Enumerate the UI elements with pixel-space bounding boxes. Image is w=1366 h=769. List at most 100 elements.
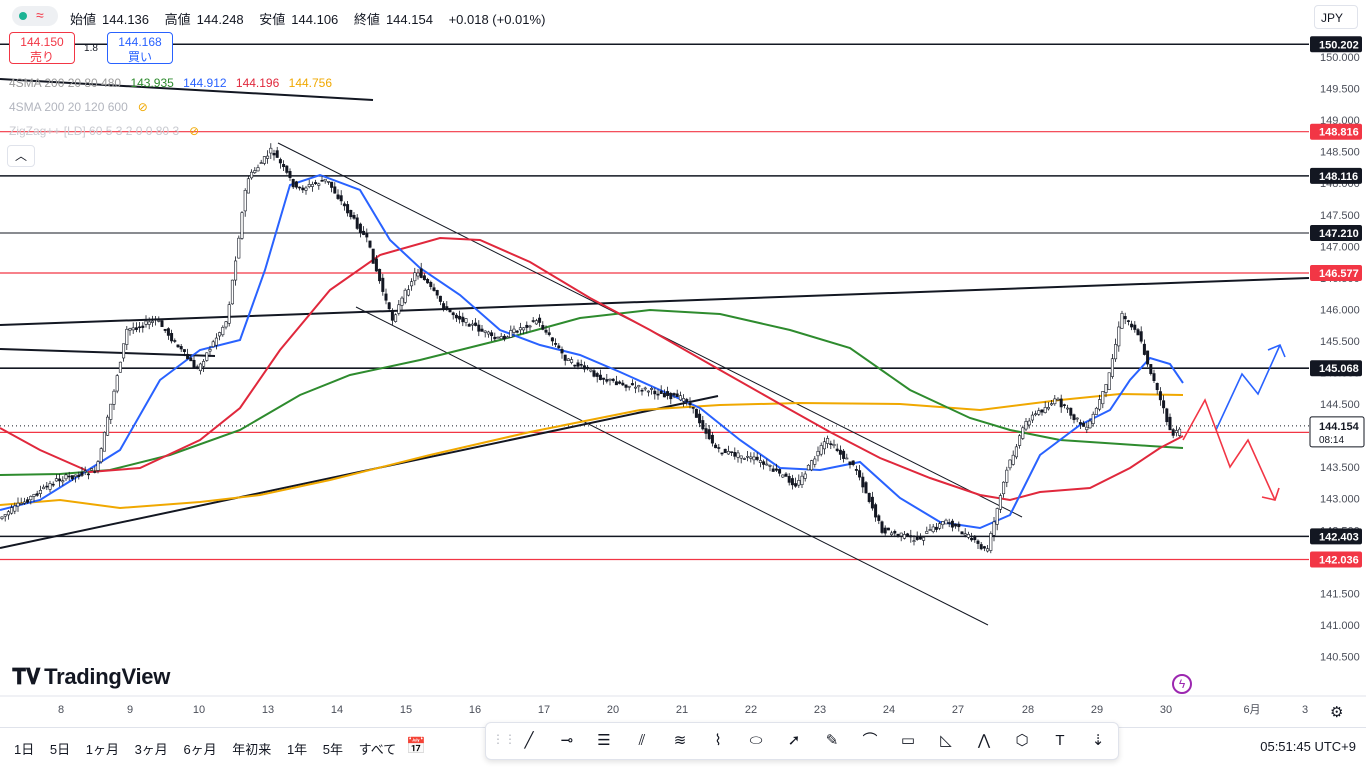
candle-body [694, 408, 698, 418]
triangle-icon[interactable]: ◺ [940, 732, 952, 749]
curve-icon[interactable]: ⌒ [862, 732, 878, 749]
candle-body [992, 521, 996, 536]
candle-body [13, 505, 17, 512]
open-value: 144.136 [102, 12, 150, 27]
range-5d[interactable]: 5日 [49, 742, 71, 757]
range-all[interactable]: すべて [358, 742, 397, 757]
range-ytd[interactable]: 年初来 [232, 742, 272, 757]
candle-body [205, 352, 209, 361]
candle-body [854, 469, 858, 471]
candle-body [1133, 324, 1137, 330]
candle-body [794, 483, 798, 487]
candle-body [797, 480, 801, 486]
range-3m[interactable]: 3ヶ月 [134, 742, 168, 757]
pitchfork-icon[interactable]: ⫽ [638, 732, 646, 749]
candle-body [330, 181, 334, 188]
candle-body [310, 184, 314, 187]
indicator-legend-sma-2[interactable]: 4SMA 200 20 120 600 ⊘ [9, 100, 148, 114]
parallel-channel-icon[interactable]: ☰ [597, 732, 611, 749]
candle-body [570, 359, 574, 363]
candle-body [739, 455, 743, 459]
ellipse-icon[interactable]: ⬭ [749, 732, 763, 749]
range-6m[interactable]: 6ヶ月 [183, 742, 217, 757]
candle-body [646, 390, 650, 393]
horizontal-ray-icon[interactable]: ⊸ [560, 732, 574, 749]
level-label-bg [1310, 167, 1362, 184]
chevron-up-icon: ︿ [14, 149, 27, 163]
time-tick: 20 [607, 704, 619, 716]
range-1d[interactable]: 1日 [14, 742, 35, 757]
lightning-icon[interactable]: ϟ [1172, 674, 1192, 694]
gear-icon[interactable]: ⚙ [1330, 704, 1344, 721]
pattern-icon[interactable]: ⬡ [1015, 732, 1029, 749]
vertical-line-icon[interactable]: ⇣ [1091, 732, 1105, 749]
candle-body [490, 332, 494, 337]
candle-body [598, 374, 602, 380]
time-tick: 30 [1160, 704, 1172, 716]
price-chart[interactable]: 150.000149.500149.000148.500148.000147.5… [0, 0, 1366, 727]
candle-body [342, 203, 346, 207]
candle-body [102, 432, 106, 452]
candle-body [1005, 469, 1009, 483]
polyline-icon[interactable]: ⋀ [977, 732, 991, 749]
buy-button[interactable]: 144.168 買い [107, 32, 173, 64]
candle-body [269, 147, 273, 154]
text-icon[interactable]: T [1055, 732, 1065, 749]
trend-line-icon[interactable]: ╱ [524, 732, 534, 749]
candle-body [637, 385, 641, 388]
regression-icon[interactable]: ≋ [673, 732, 687, 749]
candle-body [64, 474, 68, 480]
candle-body [611, 378, 615, 382]
candle-body [531, 320, 535, 322]
drag-handle-icon[interactable]: ⋮⋮ [492, 732, 516, 746]
arrow-icon[interactable]: ➚ [787, 732, 801, 749]
path-icon[interactable]: ⌇ [714, 732, 722, 749]
candle-body [858, 470, 862, 478]
collapse-legend-button[interactable]: ︿ [7, 145, 35, 167]
candle-body [1136, 329, 1140, 336]
sma-fast-line [0, 173, 1184, 530]
hidden-eye-icon[interactable]: ⊘ [137, 100, 148, 114]
candle-body [1123, 316, 1127, 320]
candle-body [723, 448, 727, 453]
indicator-legend-sma-1[interactable]: 4SMA 200 20 80 480 143.935 144.912 144.1… [9, 76, 333, 90]
candle-body [1158, 391, 1162, 401]
rectangle-icon[interactable]: ▭ [900, 732, 916, 749]
candle-body [93, 471, 97, 473]
candle-body [576, 362, 580, 367]
candle-body [141, 325, 145, 328]
candle-body [291, 178, 295, 188]
range-1y[interactable]: 1年 [286, 742, 308, 757]
candle-body [806, 464, 810, 471]
price-tick: 147.000 [1320, 241, 1360, 253]
tradingview-logo: 𝐓𝐕 TradingView [12, 664, 171, 689]
candle-body [778, 469, 782, 474]
candle-body [234, 260, 238, 281]
brush-icon[interactable]: ✎ [825, 732, 839, 749]
candle-body [1152, 373, 1156, 381]
clock[interactable]: 05:51:45 UTC+9 [1260, 739, 1356, 754]
candle-body [1050, 403, 1054, 406]
candle-body [525, 324, 529, 328]
candle-body [1094, 407, 1098, 415]
hidden-eye-icon[interactable]: ⊘ [189, 124, 200, 138]
candle-body [557, 345, 561, 349]
market-status-indicator[interactable]: ≈ [12, 6, 58, 26]
sell-button[interactable]: 144.150 売り [9, 32, 75, 64]
candle-body [816, 450, 820, 457]
forecast-down-path [1182, 398, 1276, 501]
candle-body [403, 289, 407, 303]
currency-selector[interactable]: JPY [1314, 5, 1358, 29]
indicator-legend-zigzag[interactable]: ZigZag++ [LD] 60 5 3 2 0 0 80 3 ⊘ [9, 124, 200, 138]
candle-body [896, 534, 900, 536]
candle-body [902, 534, 906, 539]
candle-body [653, 390, 657, 395]
candle-body [323, 178, 327, 182]
level-label-bg [1310, 225, 1362, 242]
range-5y[interactable]: 5年 [322, 742, 344, 757]
range-1m[interactable]: 1ヶ月 [85, 742, 119, 757]
candle-body [954, 523, 958, 527]
candle-body [838, 449, 842, 455]
candle-body [851, 460, 855, 466]
calendar-icon[interactable]: 📅 [406, 738, 426, 755]
